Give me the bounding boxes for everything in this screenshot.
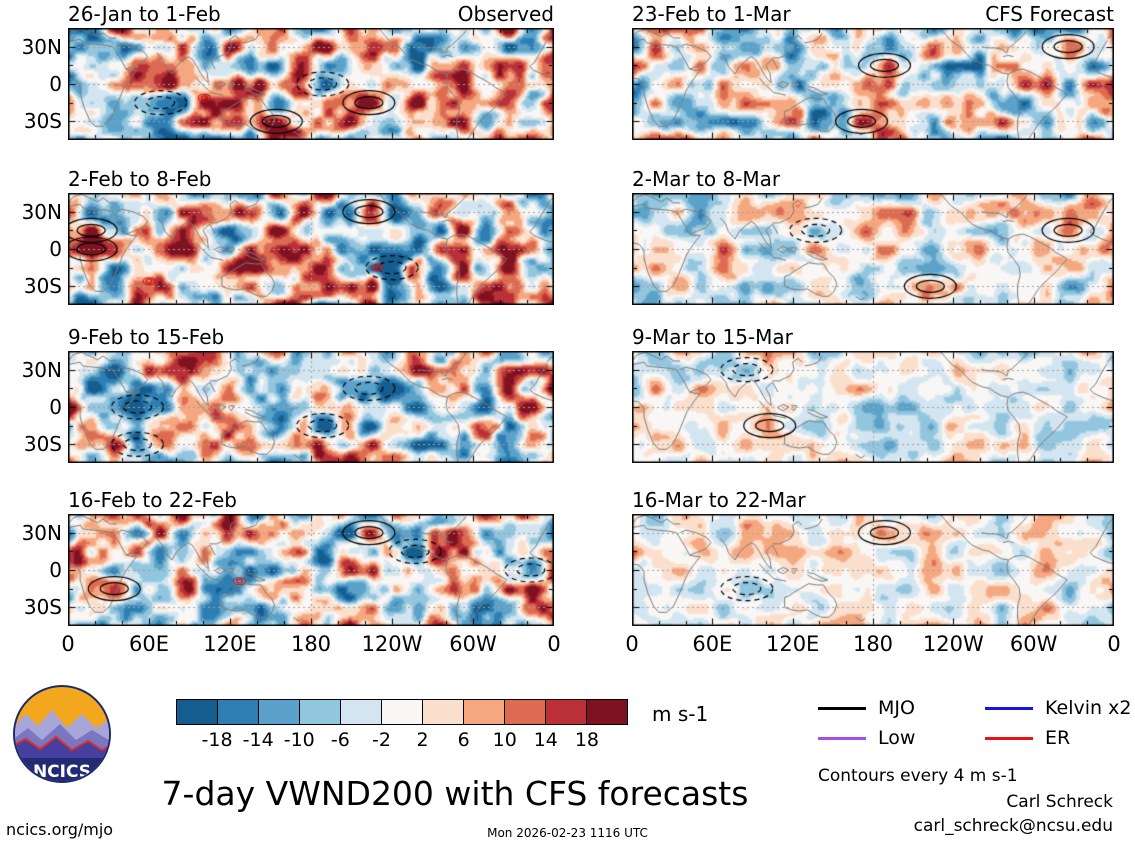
- colorbar-ticks: -18 -14 -10 -6 -2 2 6 10 14 18: [176, 729, 628, 753]
- colorbar-tick: 2: [416, 729, 429, 751]
- panel-forecast-week1: 23-Feb to 1-Mar CFS Forecast: [632, 2, 1114, 140]
- panel-observed-week3: 9-Feb to 15-Feb 30N 0 30S: [22, 325, 554, 463]
- colorbar-cell: [218, 700, 259, 724]
- colorbar-tick: -6: [330, 729, 350, 751]
- x-axis-forecast: 0 60E 120E 180 120W 60W 0: [625, 632, 1120, 660]
- panel-title: 9-Mar to 15-Mar: [632, 325, 793, 349]
- x-tick: 0: [61, 632, 75, 656]
- panel-title: 2-Feb to 8-Feb: [68, 167, 212, 191]
- colorbar-tick: 14: [533, 729, 558, 751]
- y-tick-30n: 30N: [21, 200, 62, 224]
- x-tick: 120E: [765, 632, 820, 656]
- x-tick: 60W: [1009, 632, 1058, 656]
- colorbar-tick: 6: [457, 729, 470, 751]
- colorbar-cell: [177, 700, 218, 724]
- contour-note: Contours every 4 m s-1: [818, 766, 1018, 786]
- credit-name: Carl Schreck: [1006, 792, 1113, 812]
- y-tick-30n: 30N: [21, 358, 62, 382]
- logo-red-line: [15, 735, 109, 752]
- panel-observed-week1: 26-Jan to 1-Feb Observed 30N 0 30S: [22, 2, 554, 140]
- colorbar-units: m s-1: [652, 702, 709, 726]
- kelvin-line: [985, 707, 1033, 710]
- x-tick: 0: [547, 632, 561, 656]
- y-tick-30s: 30S: [23, 109, 62, 133]
- x-axis-observed: 0 60E 120E 180 120W 60W 0: [61, 632, 560, 660]
- y-tick-30s: 30S: [23, 274, 62, 298]
- x-tick: 60E: [692, 632, 733, 656]
- map-canvas-forecast-week4: [632, 514, 1114, 626]
- x-tick: 180: [852, 632, 894, 656]
- colorbar-tick: 18: [574, 729, 599, 751]
- x-tick: 60W: [449, 632, 497, 656]
- er-line: [985, 737, 1033, 740]
- x-tick: 0: [625, 632, 639, 656]
- ncics-logo: NCICS: [13, 685, 111, 783]
- colorbar-cell: [464, 700, 505, 724]
- logo-text: NCICS: [33, 762, 91, 782]
- map-canvas-forecast-week1: [632, 28, 1114, 140]
- map-canvas-observed-week1: [68, 28, 554, 140]
- footer-timestamp: Mon 2026-02-23 1116 UTC: [487, 826, 648, 840]
- panel-title: 26-Jan to 1-Feb: [68, 2, 221, 26]
- panel-title: 9-Feb to 15-Feb: [68, 325, 225, 349]
- panel-title: 16-Feb to 22-Feb: [68, 488, 237, 512]
- panel-title: 23-Feb to 1-Mar: [632, 2, 791, 26]
- map-canvas-observed-week4: [68, 514, 554, 626]
- column-label-forecast: CFS Forecast: [985, 2, 1114, 26]
- panel-title: 16-Mar to 22-Mar: [632, 488, 806, 512]
- panel-forecast-week2: 2-Mar to 8-Mar: [632, 167, 1114, 305]
- legend-label-er: ER: [1045, 727, 1071, 749]
- map-canvas-observed-week2: [68, 193, 554, 305]
- panel-observed-week4: 16-Feb to 22-Feb 30N 0 30S: [22, 488, 554, 626]
- colorbar-tick: -14: [242, 729, 274, 751]
- colorbar-cell: [423, 700, 464, 724]
- x-tick: 0: [1107, 632, 1121, 656]
- colorbar-tick: 10: [492, 729, 517, 751]
- mjo-line: [818, 707, 866, 710]
- colorbar-cell: [300, 700, 341, 724]
- colorbar-tick: -10: [283, 729, 315, 751]
- footer-site: ncics.org/mjo: [6, 820, 114, 839]
- colorbar: [176, 699, 628, 725]
- legend-label-kelvin: Kelvin x2: [1045, 697, 1132, 719]
- y-tick-eq: 0: [49, 558, 62, 582]
- legend-label-low: Low: [878, 727, 916, 749]
- column-label-observed: Observed: [457, 2, 554, 26]
- panel-observed-week2: 2-Feb to 8-Feb 30N 0 30S: [22, 167, 554, 305]
- colorbar-cell: [382, 700, 423, 724]
- y-tick-eq: 0: [49, 395, 62, 419]
- x-tick: 120W: [361, 632, 423, 656]
- colorbar-cell: [505, 700, 546, 724]
- colorbar-cell: [546, 700, 587, 724]
- y-tick-30s: 30S: [23, 595, 62, 619]
- panel-title: 2-Mar to 8-Mar: [632, 167, 781, 191]
- y-tick-eq: 0: [49, 72, 62, 96]
- colorbar-cell: [259, 700, 300, 724]
- colorbar-cell: [341, 700, 382, 724]
- credit-email: carl_schreck@ncsu.edu: [913, 816, 1113, 836]
- panel-forecast-week4: 16-Mar to 22-Mar: [632, 488, 1114, 626]
- y-tick-30s: 30S: [23, 432, 62, 456]
- y-tick-eq: 0: [49, 237, 62, 261]
- colorbar-cell: [587, 700, 627, 724]
- x-tick: 120W: [922, 632, 984, 656]
- map-canvas-forecast-week2: [632, 193, 1114, 305]
- colorbar-tick: -2: [371, 729, 391, 751]
- y-tick-30n: 30N: [21, 35, 62, 59]
- figure-title: 7-day VWND200 with CFS forecasts: [161, 774, 749, 813]
- legend-label-mjo: MJO: [878, 697, 915, 719]
- colorbar-tick: -18: [201, 729, 233, 751]
- panel-forecast-week3: 9-Mar to 15-Mar: [632, 325, 1114, 463]
- low-line: [818, 737, 866, 740]
- x-tick: 180: [290, 632, 332, 656]
- map-canvas-observed-week3: [68, 351, 554, 463]
- y-tick-30n: 30N: [21, 521, 62, 545]
- x-tick: 60E: [129, 632, 169, 656]
- map-canvas-forecast-week3: [632, 351, 1114, 463]
- x-tick: 120E: [203, 632, 257, 656]
